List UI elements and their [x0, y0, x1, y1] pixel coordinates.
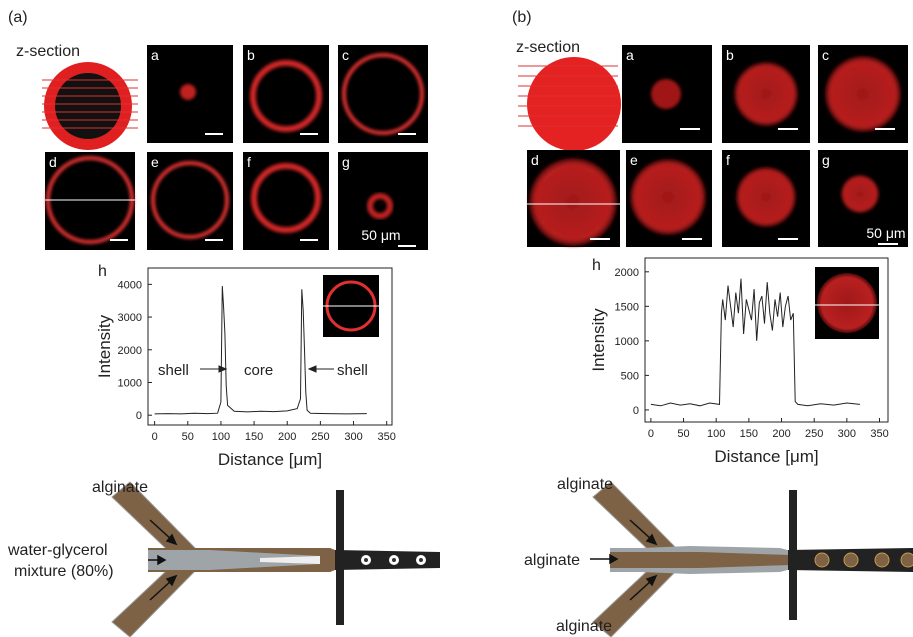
x-axis-label: Distance [μm]	[218, 450, 322, 469]
x-tick-label: 200	[772, 428, 790, 440]
x-tick-label: 100	[707, 428, 725, 440]
x-tick-label: 150	[245, 431, 263, 443]
panel-label: (a)	[8, 9, 28, 26]
annotation: shell	[337, 362, 368, 379]
y-tick-label: 1000	[118, 377, 142, 389]
image-label: g	[822, 152, 830, 168]
scale-bar-label: 50 μm	[361, 227, 400, 243]
diagram-label: water-glycerol	[7, 542, 108, 559]
y-axis-label: Intensity	[95, 314, 114, 378]
x-tick-label: 200	[278, 431, 296, 443]
y-tick-label: 4000	[118, 279, 142, 291]
diagram-label: mixture (80%)	[14, 563, 114, 580]
x-tick-label: 350	[378, 431, 396, 443]
x-tick-label: 350	[870, 428, 888, 440]
diagram-label: alginate	[556, 618, 612, 635]
image-label: e	[630, 152, 638, 168]
x-tick-label: 300	[344, 431, 362, 443]
image-label: c	[822, 47, 829, 63]
y-tick-label: 2000	[118, 345, 142, 357]
y-tick-label: 2000	[615, 267, 639, 279]
z-section-schematic	[42, 62, 138, 150]
panel-label: h	[592, 257, 601, 274]
panel-label: h	[98, 263, 107, 280]
diagram-label: alginate	[92, 479, 148, 496]
x-tick-label: 150	[740, 428, 758, 440]
image-label: e	[151, 154, 159, 170]
image-label: f	[726, 152, 730, 168]
x-tick-label: 0	[152, 431, 158, 443]
image-label: b	[726, 47, 734, 63]
annotation: shell	[158, 362, 189, 379]
image-label: d	[531, 152, 539, 168]
image-label: d	[49, 154, 57, 170]
annotation: core	[244, 362, 273, 379]
x-tick-label: 50	[677, 428, 689, 440]
panel-label: (b)	[512, 9, 532, 26]
x-tick-label: 50	[182, 431, 194, 443]
image-label: g	[342, 154, 350, 170]
image-label: f	[247, 154, 251, 170]
y-tick-label: 0	[633, 405, 639, 417]
microfluidic-diagram	[590, 482, 913, 637]
x-tick-label: 250	[311, 431, 329, 443]
figure: (a) z-section a b c d e f g 50 μm	[0, 0, 913, 637]
scale-bar-label: 50 μm	[866, 225, 905, 241]
x-tick-label: 250	[805, 428, 823, 440]
y-tick-label: 3000	[118, 312, 142, 324]
image-label: c	[342, 47, 349, 63]
y-axis-label: Intensity	[589, 308, 608, 372]
x-tick-label: 300	[838, 428, 856, 440]
y-tick-label: 1000	[615, 336, 639, 348]
y-tick-label: 500	[621, 370, 639, 382]
x-axis-label: Distance [μm]	[714, 447, 818, 466]
microfluidic-diagram	[112, 482, 440, 637]
image-label: a	[626, 47, 634, 63]
image-label: b	[247, 47, 255, 63]
z-section-schematic	[518, 57, 621, 151]
y-tick-label: 0	[136, 410, 142, 422]
y-tick-label: 1500	[615, 301, 639, 313]
diagram-label: alginate	[524, 552, 580, 569]
z-section-label: z-section	[16, 43, 80, 60]
diagram-label: alginate	[557, 476, 613, 493]
x-tick-label: 100	[212, 431, 230, 443]
image-label: a	[151, 47, 159, 63]
z-section-label: z-section	[516, 39, 580, 56]
x-tick-label: 0	[648, 428, 654, 440]
